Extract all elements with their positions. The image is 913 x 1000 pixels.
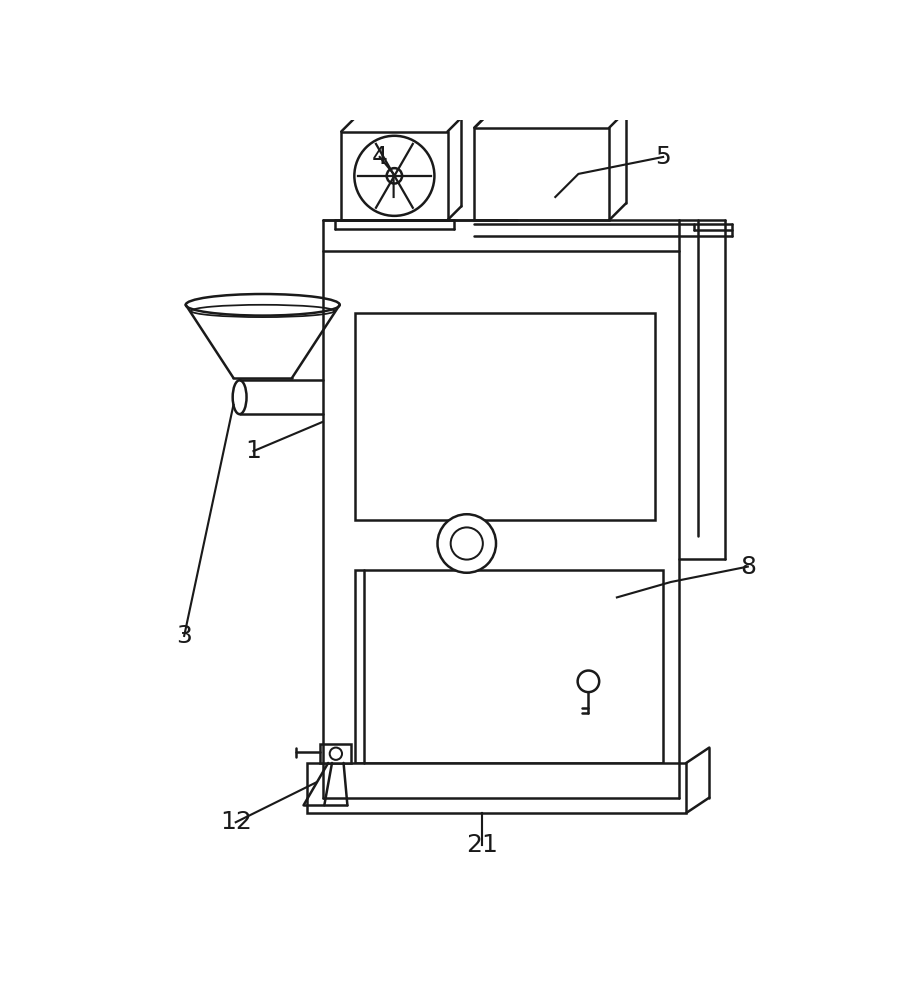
Ellipse shape (185, 294, 340, 316)
Text: 3: 3 (176, 624, 192, 648)
Bar (355, 312, 656, 520)
Circle shape (387, 168, 402, 184)
Bar (320, 744, 352, 763)
Text: 21: 21 (467, 833, 498, 857)
Circle shape (437, 514, 496, 573)
Ellipse shape (233, 380, 247, 414)
Bar (475, 128, 609, 220)
Bar (341, 132, 447, 220)
Text: 5: 5 (656, 145, 671, 169)
Bar (355, 570, 663, 763)
Circle shape (451, 527, 483, 560)
Text: 1: 1 (246, 439, 261, 463)
Circle shape (354, 136, 435, 216)
Bar (308, 763, 687, 813)
Text: 12: 12 (220, 810, 252, 834)
Circle shape (330, 748, 342, 760)
Text: 8: 8 (740, 555, 756, 579)
Circle shape (578, 671, 599, 692)
Text: 4: 4 (372, 145, 388, 169)
